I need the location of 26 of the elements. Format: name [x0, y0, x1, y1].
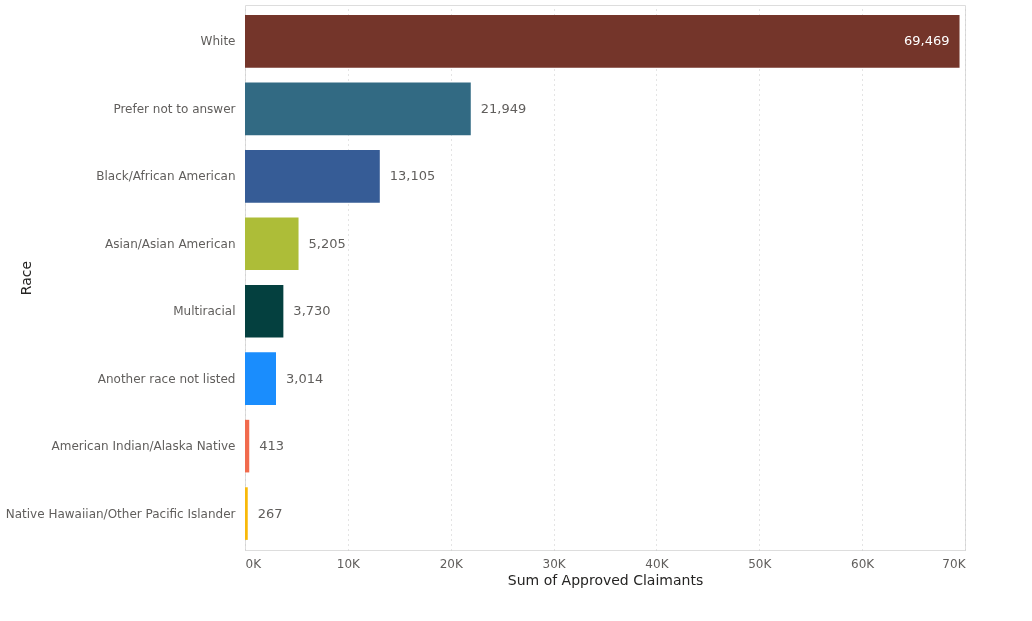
y-tick-label: Native Hawaiian/Other Pacific Islander	[5, 506, 236, 521]
data-label: 5,205	[308, 235, 346, 251]
x-tick-label: 70K	[942, 556, 967, 571]
y-tick-label: Multiracial	[173, 304, 236, 319]
y-axis-title: Race	[17, 260, 34, 296]
data-label: 69,469	[904, 33, 950, 49]
data-label: 13,105	[389, 168, 436, 184]
x-tick-label: 40K	[645, 556, 670, 571]
x-tick-label: 50K	[748, 556, 773, 571]
data-label: 3,730	[293, 303, 331, 319]
y-tick-label: American Indian/Alaska Native	[51, 439, 236, 454]
y-tick-label: Another race not listed	[97, 371, 236, 386]
data-label: 21,949	[480, 100, 527, 116]
y-tick-label: White	[200, 34, 236, 49]
y-tick-label: Asian/Asian American	[105, 236, 236, 251]
y-tick-label: Black/African American	[96, 169, 236, 184]
x-tick-label: 10K	[336, 556, 362, 571]
data-label: 3,014	[286, 370, 324, 386]
x-tick-label: 0K	[245, 556, 263, 571]
x-tick-label: 30K	[542, 556, 567, 571]
data-label: 413	[259, 438, 285, 454]
x-tick-label: 60K	[851, 556, 876, 571]
x-axis-title: Sum of Approved Claimants	[507, 571, 704, 588]
data-label: 267	[257, 505, 283, 521]
y-tick-label: Prefer not to answer	[113, 101, 236, 116]
x-tick-label: 20K	[439, 556, 464, 571]
